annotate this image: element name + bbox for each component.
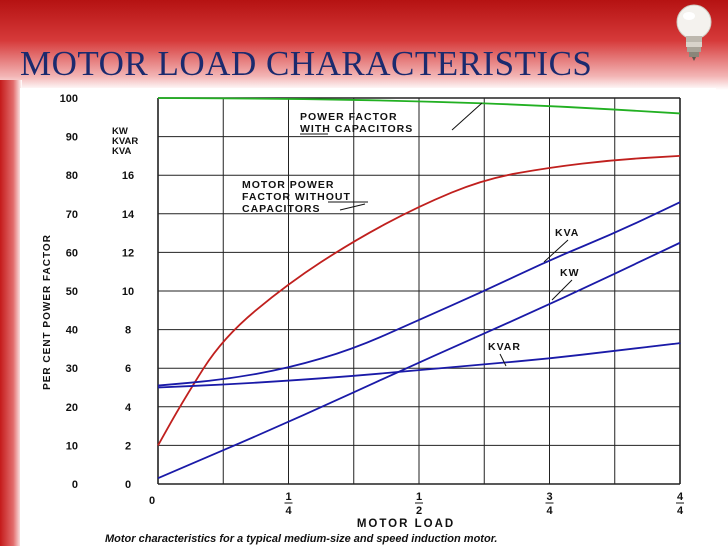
kw-line — [157, 241, 681, 480]
annotation-leader — [551, 279, 573, 301]
annotation-pf-with-capacitors: WITH CAPACITORS — [300, 123, 413, 135]
kw-axis-tick-label: 4 — [125, 402, 132, 414]
x-tick-denominator: 4 — [677, 505, 684, 517]
light-bulb-icon — [676, 4, 712, 61]
left-axis-tick-label: 50 — [66, 286, 78, 298]
kw-axis-tick-label: 2 — [125, 440, 131, 452]
chart-grid — [157, 97, 681, 485]
kw-axis-tick-label: 6 — [125, 363, 131, 375]
left-axis-tick-label: 70 — [66, 209, 78, 221]
annotation-leader — [543, 239, 569, 263]
left-axis-tick-label: 40 — [66, 325, 78, 337]
x-axis-title: MOTOR LOAD — [357, 518, 455, 530]
kw-axis-tick-label: 12 — [122, 247, 134, 259]
left-axis-tick-label: 30 — [66, 363, 78, 375]
x-tick-numerator: 4 — [677, 491, 684, 503]
chart-caption: Motor characteristics for a typical medi… — [105, 533, 497, 545]
kw-axis-tick-label: 14 — [122, 209, 135, 221]
kw-axis-header: KVA — [112, 146, 131, 157]
kw-axis-tick-label: 0 — [125, 479, 131, 491]
x-tick-denominator: 4 — [546, 505, 553, 517]
annotation-kvar: KVAR — [488, 341, 521, 353]
annotation-leader — [339, 203, 366, 211]
kw-axis-tick-label: 10 — [122, 286, 134, 298]
annotation-leader — [451, 102, 483, 131]
x-tick-numerator: 1 — [285, 491, 291, 503]
x-tick-denominator: 2 — [416, 505, 422, 517]
y-axis-title: PER CENT POWER FACTOR — [42, 234, 53, 390]
annotation-pf-without-capacitors: MOTOR POWER — [242, 179, 334, 191]
annotation-kw: KW — [560, 267, 580, 279]
annotation-pf-without-capacitors: CAPACITORS — [242, 203, 320, 215]
left-axis-tick-label: 0 — [72, 479, 78, 491]
left-axis-tick-label: 80 — [66, 170, 78, 182]
slide-header-band — [0, 0, 728, 90]
slide-left-band — [0, 80, 22, 546]
chart-labels: 01020304050607080901000246810121416KWKVA… — [42, 93, 684, 545]
slide-title: MOTOR LOAD CHARACTERISTICS — [20, 44, 593, 83]
kva-line — [157, 201, 681, 387]
chart-paper — [20, 88, 716, 546]
left-axis-tick-label: 90 — [66, 132, 78, 144]
pf-with-capacitors-line — [157, 97, 681, 115]
left-axis-tick-label: 100 — [60, 93, 78, 105]
left-axis-tick-label: 20 — [66, 402, 78, 414]
annotation-pf-without-capacitors: FACTOR WITHOUT — [242, 191, 351, 203]
x-tick-numerator: 1 — [416, 491, 422, 503]
annotation-pf-with-capacitors: POWER FACTOR — [300, 111, 398, 123]
kw-axis-header: KVAR — [112, 136, 138, 147]
pf-without-capacitors-line — [157, 155, 681, 446]
left-axis-tick-label: 10 — [66, 440, 78, 452]
kw-axis-tick-label: 8 — [125, 325, 131, 337]
x-tick-label: 0 — [149, 495, 155, 507]
annotation-leader — [499, 353, 507, 367]
annotation-kva: KVA — [555, 227, 579, 239]
kw-axis-tick-label: 16 — [122, 170, 134, 182]
x-tick-denominator: 4 — [285, 505, 292, 517]
kw-axis-header: KW — [112, 126, 128, 137]
chart-curves — [157, 97, 681, 480]
x-tick-numerator: 3 — [546, 491, 552, 503]
left-axis-tick-label: 60 — [66, 247, 78, 259]
kvar-line — [157, 342, 681, 389]
